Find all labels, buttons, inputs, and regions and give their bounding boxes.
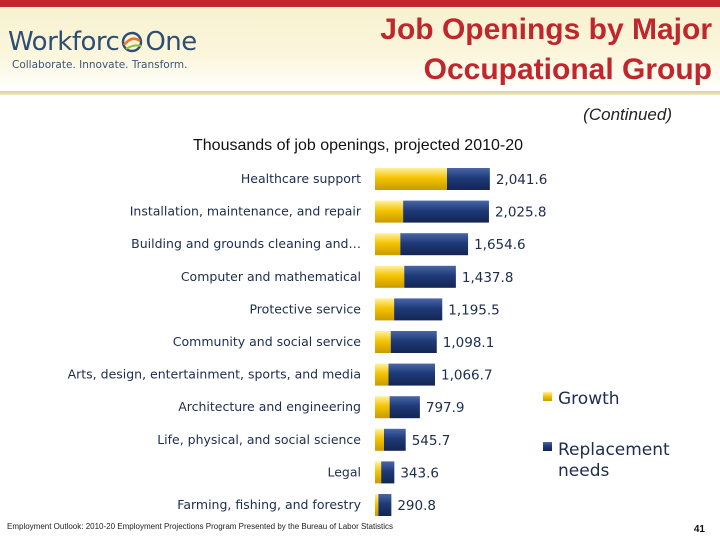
chart-legend: Growth Replacement needs bbox=[543, 389, 670, 481]
category-label: Community and social service bbox=[173, 334, 362, 349]
replacement-bar bbox=[400, 233, 469, 256]
footer-source-note: Employment Outlook: 2010-20 Employment P… bbox=[7, 522, 393, 531]
legend-growth-swatch bbox=[543, 392, 552, 401]
category-label: Legal bbox=[327, 464, 361, 479]
legend-growth-label: Growth bbox=[558, 389, 620, 409]
replacement-bar bbox=[403, 200, 489, 223]
replacement-bar bbox=[404, 265, 456, 288]
category-label: Protective service bbox=[249, 301, 361, 316]
legend-replacement-label: Replacement needs bbox=[558, 440, 670, 481]
page-title: Job Openings by Major Occupational Group bbox=[380, 10, 712, 90]
logo-text-right: One bbox=[145, 27, 197, 57]
replacement-bar bbox=[389, 396, 420, 419]
slide-header: Workforc One Collaborate. Innovate. Tran… bbox=[0, 0, 720, 95]
total-data-label: 343.6 bbox=[400, 465, 439, 481]
replacement-bar bbox=[447, 168, 490, 190]
total-data-label: 1,437.8 bbox=[462, 270, 514, 286]
total-data-label: 797.9 bbox=[426, 400, 465, 416]
growth-bar bbox=[375, 363, 389, 386]
header-bottom-rule bbox=[0, 91, 720, 95]
legend-replacement-label-line: needs bbox=[558, 461, 609, 481]
header-top-rule bbox=[0, 0, 720, 7]
chart-marks: Healthcare support 2,041.6 Installation, m… bbox=[68, 168, 548, 516]
replacement-bar bbox=[388, 363, 436, 386]
workforce-one-logo: Workforc One Collaborate. Innovate. Tran… bbox=[8, 27, 197, 71]
growth-bar bbox=[375, 461, 382, 484]
logo-swirl-icon bbox=[122, 31, 143, 53]
total-data-label: 1,654.6 bbox=[474, 237, 526, 253]
chart-subtitle: Thousands of job openings, projected 201… bbox=[193, 137, 524, 154]
growth-bar bbox=[375, 428, 384, 451]
growth-bar bbox=[375, 298, 395, 321]
category-label: Farming, fishing, and forestry bbox=[177, 497, 361, 512]
legend-replacement-swatch bbox=[543, 442, 552, 451]
growth-bar bbox=[375, 168, 447, 190]
category-label: Building and grounds cleaning and… bbox=[131, 236, 361, 251]
category-label: Computer and mathematical bbox=[181, 269, 361, 284]
total-data-label: 1,195.5 bbox=[448, 302, 500, 318]
total-data-label: 545.7 bbox=[412, 433, 451, 449]
growth-bar bbox=[375, 200, 404, 223]
total-data-label: 1,066.7 bbox=[441, 368, 493, 384]
logo-wordmark: Workforc One bbox=[8, 27, 197, 57]
category-label: Healthcare support bbox=[241, 171, 361, 186]
logo-text-left: Workforc bbox=[8, 27, 120, 57]
page-number: 41 bbox=[693, 524, 705, 535]
total-data-label: 2,025.8 bbox=[495, 205, 547, 221]
replacement-bar bbox=[384, 428, 406, 451]
growth-bar bbox=[375, 265, 405, 288]
logo-tagline: Collaborate. Innovate. Transform. bbox=[12, 59, 188, 71]
replacement-bar bbox=[394, 298, 443, 321]
page-title-line-1: Job Openings by Major bbox=[380, 13, 712, 46]
category-label: Arts, design, entertainment, sports, and… bbox=[68, 367, 361, 382]
continued-label: (Continued) bbox=[583, 105, 672, 124]
replacement-bar bbox=[390, 331, 437, 353]
legend-replacement-label-line: Replacement bbox=[558, 440, 670, 460]
job-openings-bar-chart: Healthcare support 2,041.6 Installation, m… bbox=[68, 168, 670, 516]
category-label: Life, physical, and social science bbox=[157, 432, 361, 447]
total-data-label: 2,041.6 bbox=[496, 172, 548, 188]
category-label: Installation, maintenance, and repair bbox=[130, 204, 362, 219]
total-data-label: 1,098.1 bbox=[443, 335, 495, 351]
category-label: Architecture and engineering bbox=[178, 399, 361, 414]
growth-bar bbox=[375, 494, 379, 516]
growth-bar bbox=[375, 396, 390, 419]
page-title-line-2: Occupational Group bbox=[423, 53, 712, 86]
total-data-label: 290.8 bbox=[397, 498, 436, 514]
replacement-bar bbox=[378, 494, 392, 516]
growth-bar bbox=[375, 233, 401, 256]
growth-bar bbox=[375, 331, 391, 353]
replacement-bar bbox=[381, 461, 395, 484]
